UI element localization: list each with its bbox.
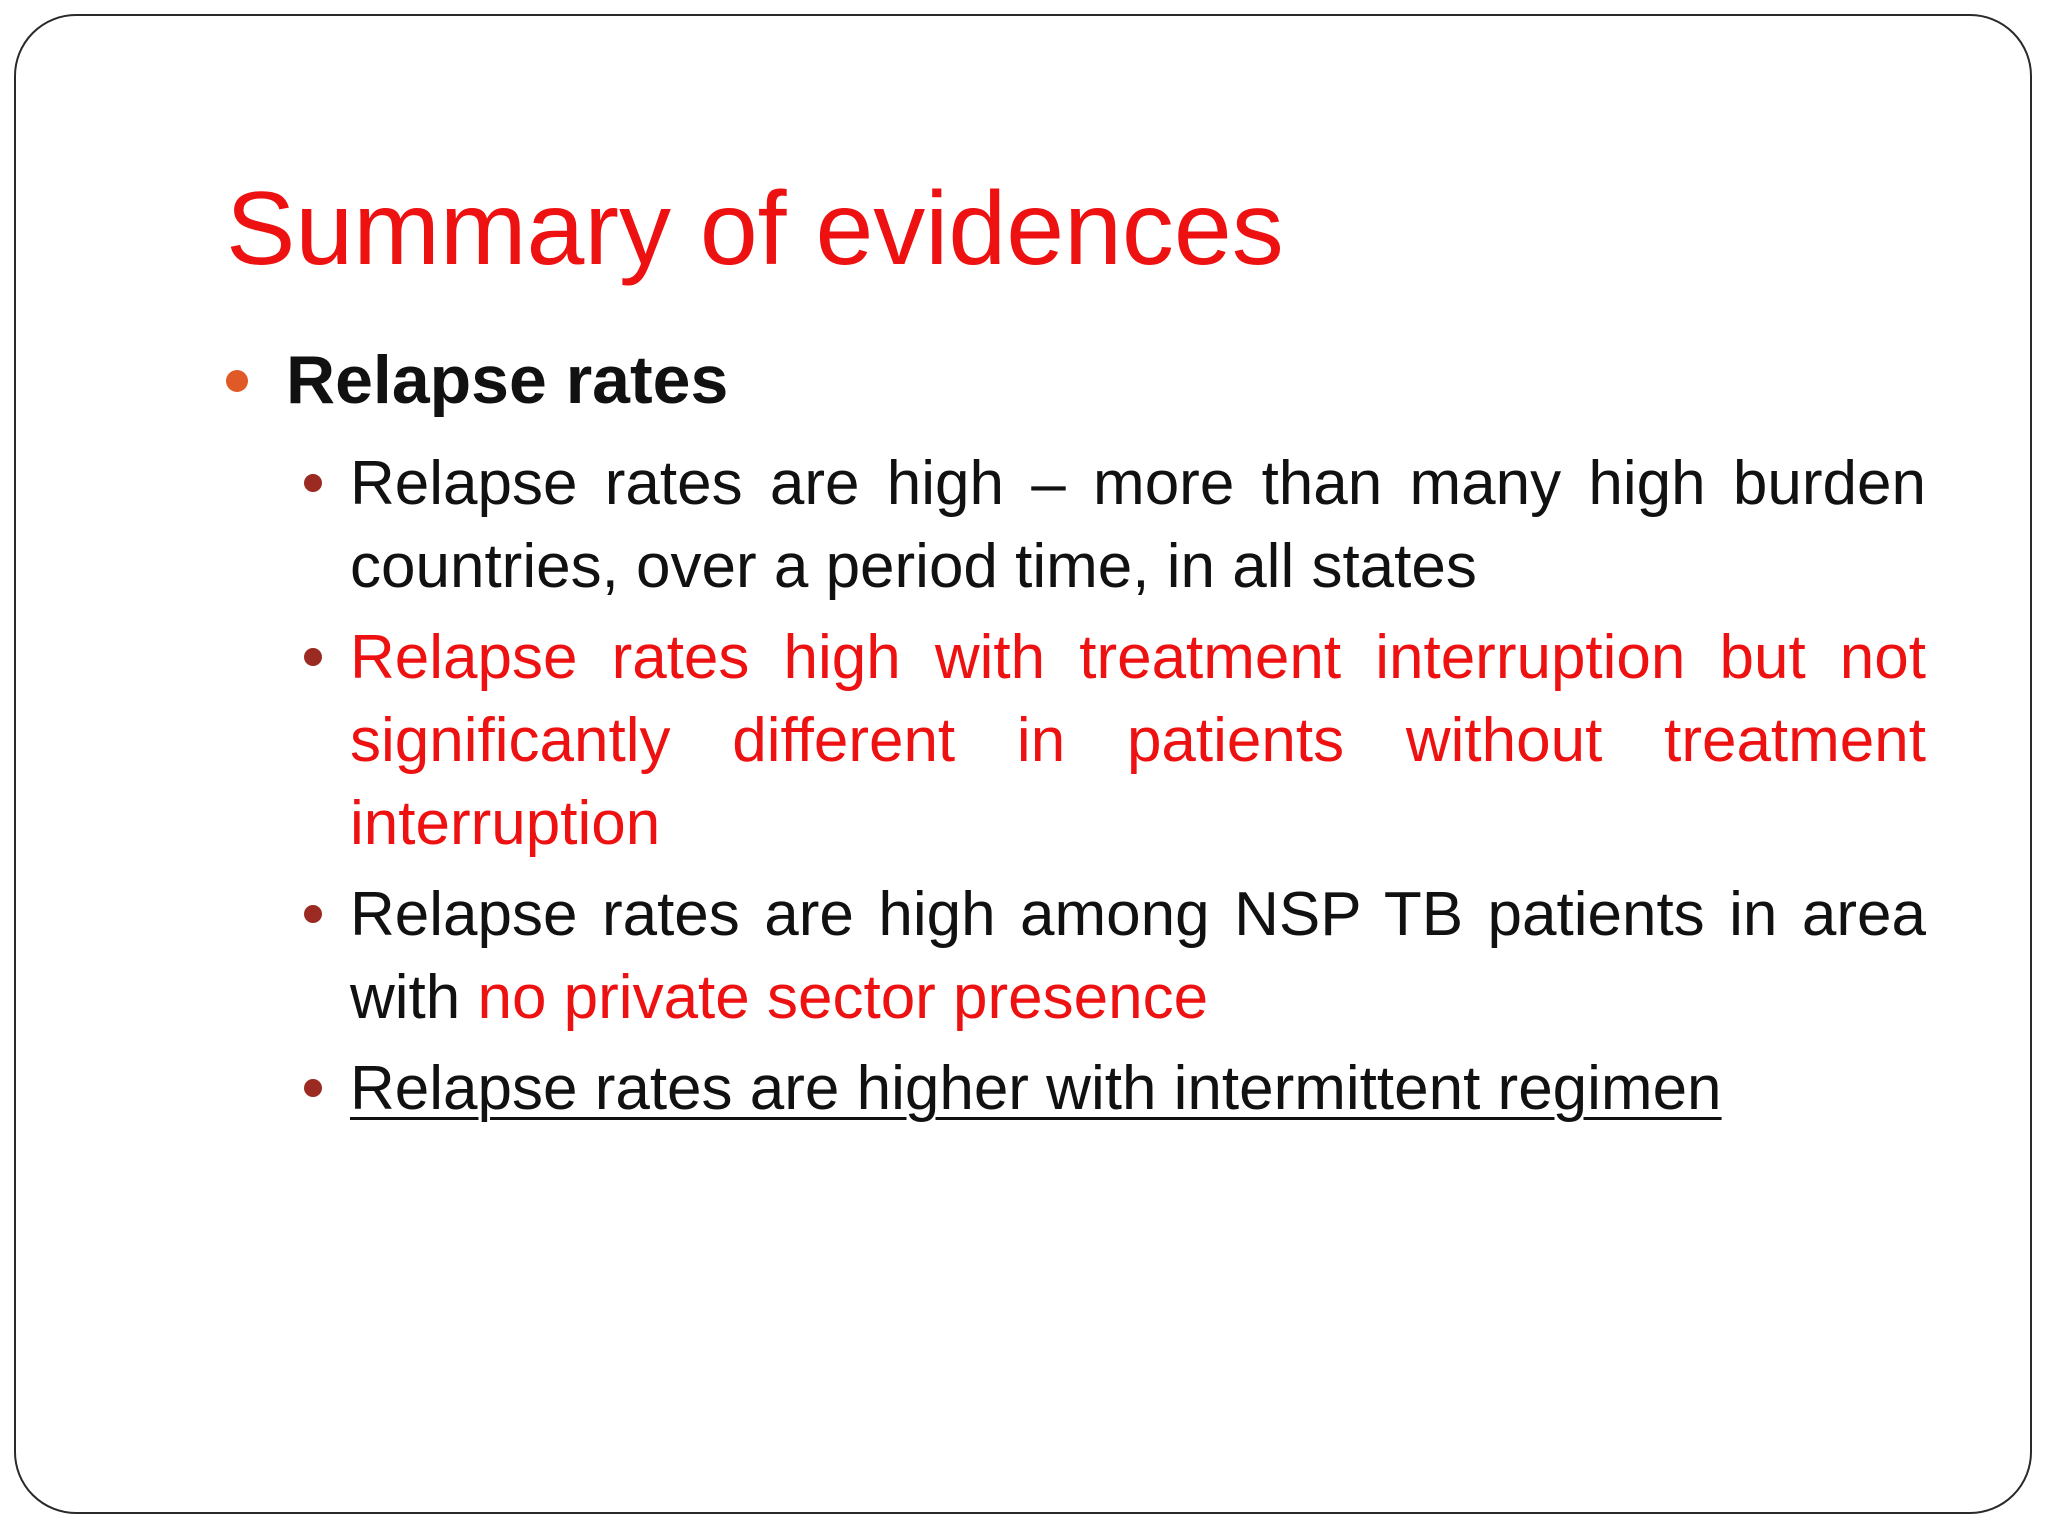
sub-bullet-item: Relapse rates high with treatment interr… bbox=[300, 616, 1926, 865]
bullet-dot-icon bbox=[304, 1079, 322, 1097]
sub-bullet-text: Relapse rates are high – more than many … bbox=[350, 449, 1926, 601]
bullet-dot-icon bbox=[226, 369, 248, 392]
bullet-dot-icon bbox=[304, 648, 322, 666]
sub-bullet-list: Relapse rates are high – more than many … bbox=[300, 442, 1926, 1138]
bullet-dot-icon bbox=[304, 905, 322, 923]
slide-frame bbox=[14, 14, 2032, 1514]
bullet-dot-icon bbox=[304, 474, 322, 492]
sub-bullet-item: Relapse rates are high among NSP TB pati… bbox=[300, 873, 1926, 1039]
section-heading: Relapse rates bbox=[286, 342, 729, 418]
sub-bullet-text-plain: Relapse rates are high among NSP TB pati… bbox=[350, 880, 1926, 1032]
sub-bullet-text: Relapse rates are higher with intermitte… bbox=[350, 1054, 1722, 1123]
sub-bullet-text: Relapse rates are high among NSP TB pati… bbox=[350, 873, 1926, 1039]
section-bullet: Relapse rates bbox=[226, 340, 728, 422]
sub-bullet-item: Relapse rates are high – more than many … bbox=[300, 442, 1926, 608]
sub-bullet-item: Relapse rates are higher with intermitte… bbox=[300, 1047, 1926, 1130]
sub-bullet-text-highlight: no private sector presence bbox=[477, 963, 1209, 1032]
sub-bullet-text: Relapse rates high with treatment interr… bbox=[350, 623, 1926, 858]
slide-title: Summary of evidences bbox=[226, 171, 1284, 287]
